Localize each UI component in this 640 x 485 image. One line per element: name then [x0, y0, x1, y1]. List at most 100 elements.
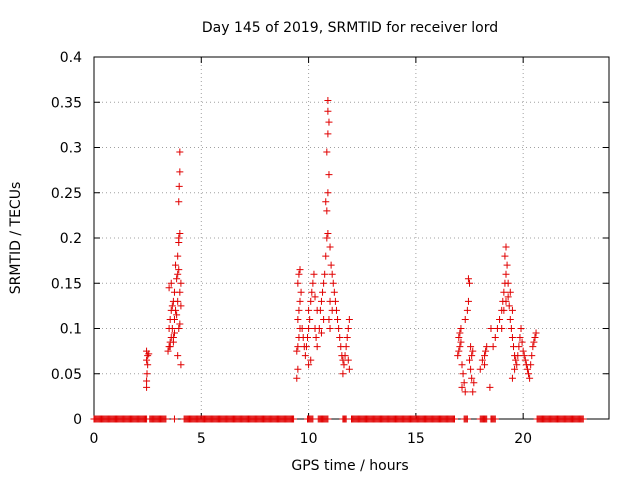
data-points	[90, 96, 587, 423]
data-point	[504, 279, 512, 287]
data-point	[305, 306, 313, 314]
data-point	[504, 293, 512, 301]
data-point	[529, 343, 537, 351]
data-point	[468, 352, 476, 360]
data-point	[174, 297, 182, 305]
data-point	[167, 279, 175, 287]
data-point	[496, 315, 504, 323]
x-tick-label: 0	[90, 431, 99, 447]
data-point	[324, 96, 332, 104]
x-tick-label: 15	[407, 431, 425, 447]
x-axis-label: GPS time / hours	[291, 458, 408, 474]
data-point	[454, 352, 462, 360]
data-point	[507, 325, 515, 332]
data-point	[323, 148, 331, 156]
chart-title: Day 145 of 2019, SRMTID for receiver lor…	[202, 20, 498, 36]
zero-data-point	[324, 415, 332, 423]
y-tick-label: 0.2	[60, 231, 82, 247]
data-point	[515, 343, 523, 351]
data-point	[326, 243, 334, 251]
data-point	[319, 288, 327, 296]
data-point	[143, 377, 151, 385]
data-point	[329, 279, 337, 287]
data-point	[169, 338, 177, 346]
data-point	[175, 266, 183, 274]
zero-data-point	[162, 415, 170, 423]
zero-data-point	[491, 415, 499, 423]
data-point	[144, 361, 152, 369]
data-point	[305, 361, 313, 369]
data-point	[172, 306, 180, 314]
data-point	[294, 365, 302, 373]
data-point	[177, 279, 185, 287]
data-point	[170, 329, 178, 337]
y-axis-label: SRMTID / TECUs	[8, 182, 24, 295]
data-point	[463, 306, 471, 314]
data-point	[143, 383, 151, 391]
data-point	[293, 374, 301, 382]
data-point	[311, 293, 319, 301]
data-point	[330, 288, 338, 296]
data-point	[502, 243, 510, 251]
data-point	[317, 297, 325, 305]
data-point	[323, 207, 331, 215]
y-tick-label: 0	[73, 412, 82, 428]
data-point	[502, 270, 510, 278]
data-point	[516, 334, 524, 342]
data-point	[528, 352, 536, 360]
data-point	[518, 338, 526, 346]
data-point	[170, 315, 178, 323]
data-point	[174, 270, 182, 278]
data-point	[461, 315, 469, 323]
data-point	[519, 347, 527, 355]
data-point	[328, 306, 336, 314]
data-point	[500, 306, 508, 314]
data-point	[295, 306, 303, 314]
data-point	[324, 107, 332, 115]
data-point	[531, 334, 539, 342]
data-point	[308, 288, 316, 296]
data-point	[481, 361, 489, 369]
data-point	[307, 356, 315, 364]
data-point	[506, 315, 514, 323]
data-point	[294, 279, 302, 287]
data-point	[296, 266, 304, 274]
y-tick-label: 0.1	[60, 322, 82, 338]
data-point	[295, 270, 303, 278]
data-point	[168, 302, 176, 310]
ticks: 0 0.05 0.1 0.15 0.2 0.25 0.3 0.35 0.4 0 5 10 15 20	[51, 50, 609, 447]
data-point	[503, 261, 511, 269]
data-point	[323, 234, 331, 242]
data-point	[324, 189, 332, 197]
data-point	[320, 279, 328, 287]
y-tick-label: 0.25	[51, 186, 82, 202]
data-point	[506, 288, 514, 296]
x-tick-label: 10	[300, 431, 318, 447]
data-point	[464, 275, 472, 283]
data-point	[512, 356, 520, 364]
data-point	[339, 370, 347, 378]
data-point	[505, 302, 513, 310]
data-point	[342, 343, 350, 351]
data-point	[327, 261, 335, 269]
zero-data-point	[579, 415, 587, 423]
data-point	[489, 343, 497, 351]
data-point	[498, 325, 506, 332]
data-point	[464, 297, 472, 305]
data-point	[175, 325, 183, 332]
data-point	[313, 343, 321, 351]
data-point	[307, 297, 315, 305]
data-point	[174, 352, 182, 360]
data-point	[325, 118, 333, 126]
y-tick-label: 0.05	[51, 367, 82, 383]
zero-data-point	[463, 415, 471, 423]
data-point	[328, 270, 336, 278]
data-point	[177, 361, 185, 369]
data-point	[305, 325, 313, 332]
data-point	[176, 320, 184, 328]
x-tick-label: 5	[197, 431, 206, 447]
data-point	[344, 325, 352, 332]
data-point	[340, 361, 348, 369]
y-tick-label: 0.35	[51, 95, 82, 111]
data-point	[481, 352, 489, 360]
